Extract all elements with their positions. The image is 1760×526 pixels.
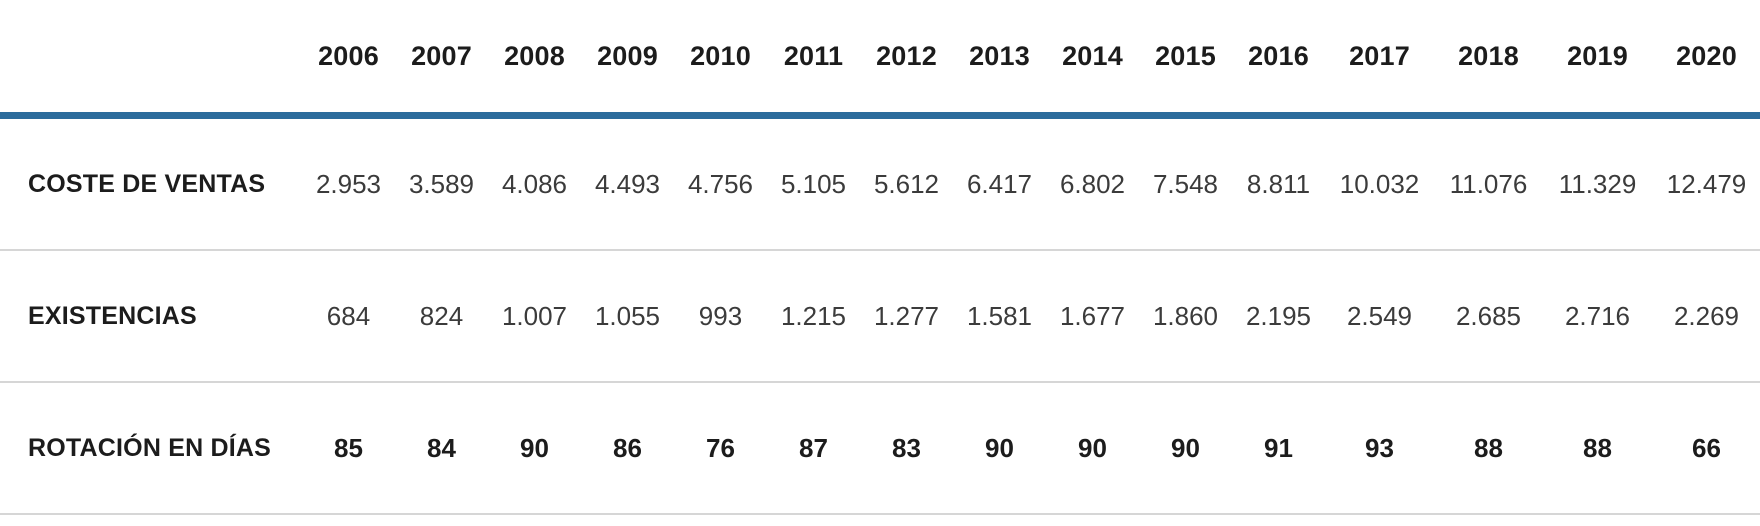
value-cell: 87	[799, 432, 828, 463]
value-cell: 5.612	[873, 168, 940, 199]
value-cell: 8.811	[1246, 168, 1311, 199]
year-header-2009: 2009	[597, 40, 658, 71]
value-cell: 7.548	[1152, 168, 1219, 199]
value-cell: 1.215	[780, 300, 847, 331]
value-cell: 88	[1583, 432, 1612, 463]
value-cell: 90	[1078, 432, 1107, 463]
row-label: COSTE DE VENTAS	[28, 169, 266, 198]
value-cell: 12.479	[1666, 168, 1747, 199]
value-cell: 684	[326, 300, 371, 331]
corner-cell	[0, 0, 302, 116]
year-header-2015: 2015	[1155, 40, 1216, 71]
value-cell: 90	[1171, 432, 1200, 463]
year-header-2012: 2012	[876, 40, 937, 71]
year-header-2008: 2008	[504, 40, 565, 71]
value-cell: 6.802	[1059, 168, 1126, 199]
value-cell: 2.716	[1564, 300, 1631, 331]
value-cell: 1.581	[966, 300, 1033, 331]
value-cell: 5.105	[780, 168, 847, 199]
year-header-2006: 2006	[318, 40, 379, 71]
table-header: 2006 2007 2008 2009 2010 2011 2012 2013 2014 2015…	[0, 0, 1760, 116]
value-cell: 86	[613, 432, 642, 463]
value-cell: 2.269	[1673, 300, 1740, 331]
year-header-2020: 2020	[1676, 40, 1737, 71]
value-cell: 90	[520, 432, 549, 463]
value-cell: 993	[698, 300, 743, 331]
value-cell: 824	[419, 300, 464, 331]
value-cell: 66	[1692, 432, 1721, 463]
value-cell: 1.055	[594, 300, 661, 331]
table-body: COSTE DE VENTAS 2.953 3.589 4.086 4.493 4.756…	[0, 116, 1760, 514]
value-cell: 1.007	[501, 300, 568, 331]
value-cell: 2.195	[1245, 300, 1312, 331]
table-row-1: EXISTENCIAS 684 824 1.007 1.055 993 1.215 1.277…	[0, 250, 1760, 382]
year-header-2018: 2018	[1458, 40, 1519, 71]
value-cell: 1.277	[873, 300, 940, 331]
year-header-2016: 2016	[1248, 40, 1309, 71]
table-row-2: ROTACIÓN EN DÍAS 85 84 90 86 76 87 83 90 90 90 91 93…	[0, 382, 1760, 514]
row-label: EXISTENCIAS	[28, 301, 197, 330]
value-cell: 84	[427, 432, 456, 463]
value-cell: 6.417	[966, 168, 1033, 199]
year-header-2007: 2007	[411, 40, 472, 71]
inventory-rotation-table: 2006 2007 2008 2009 2010 2011 2012 2013 2014 2015…	[0, 0, 1760, 514]
value-cell: 1.677	[1059, 300, 1126, 331]
value-cell: 4.086	[501, 168, 568, 199]
year-header-2013: 2013	[969, 40, 1030, 71]
year-header-row: 2006 2007 2008 2009 2010 2011 2012 2013 2014 2015…	[0, 0, 1760, 116]
year-header-2010: 2010	[690, 40, 751, 71]
value-cell: 3.589	[408, 168, 475, 199]
value-cell: 90	[985, 432, 1014, 463]
value-cell: 11.076	[1449, 168, 1528, 199]
value-cell: 93	[1365, 432, 1394, 463]
value-cell: 83	[892, 432, 921, 463]
value-cell: 2.549	[1346, 300, 1413, 331]
value-cell: 88	[1474, 432, 1503, 463]
value-cell: 10.032	[1339, 168, 1420, 199]
value-cell: 2.685	[1455, 300, 1522, 331]
value-cell: 4.756	[687, 168, 754, 199]
value-cell: 11.329	[1558, 168, 1637, 199]
year-header-2019: 2019	[1567, 40, 1628, 71]
year-header-2011: 2011	[783, 40, 844, 71]
value-cell: 76	[706, 432, 735, 463]
value-cell: 91	[1264, 432, 1293, 463]
value-cell: 1.860	[1152, 300, 1219, 331]
value-cell: 2.953	[315, 168, 382, 199]
row-label: ROTACIÓN EN DÍAS	[28, 433, 272, 462]
value-cell: 4.493	[594, 168, 661, 199]
table-row-0: COSTE DE VENTAS 2.953 3.589 4.086 4.493 4.756…	[0, 116, 1760, 250]
value-cell: 85	[334, 432, 363, 463]
year-header-2014: 2014	[1062, 40, 1123, 71]
year-header-2017: 2017	[1349, 40, 1410, 71]
